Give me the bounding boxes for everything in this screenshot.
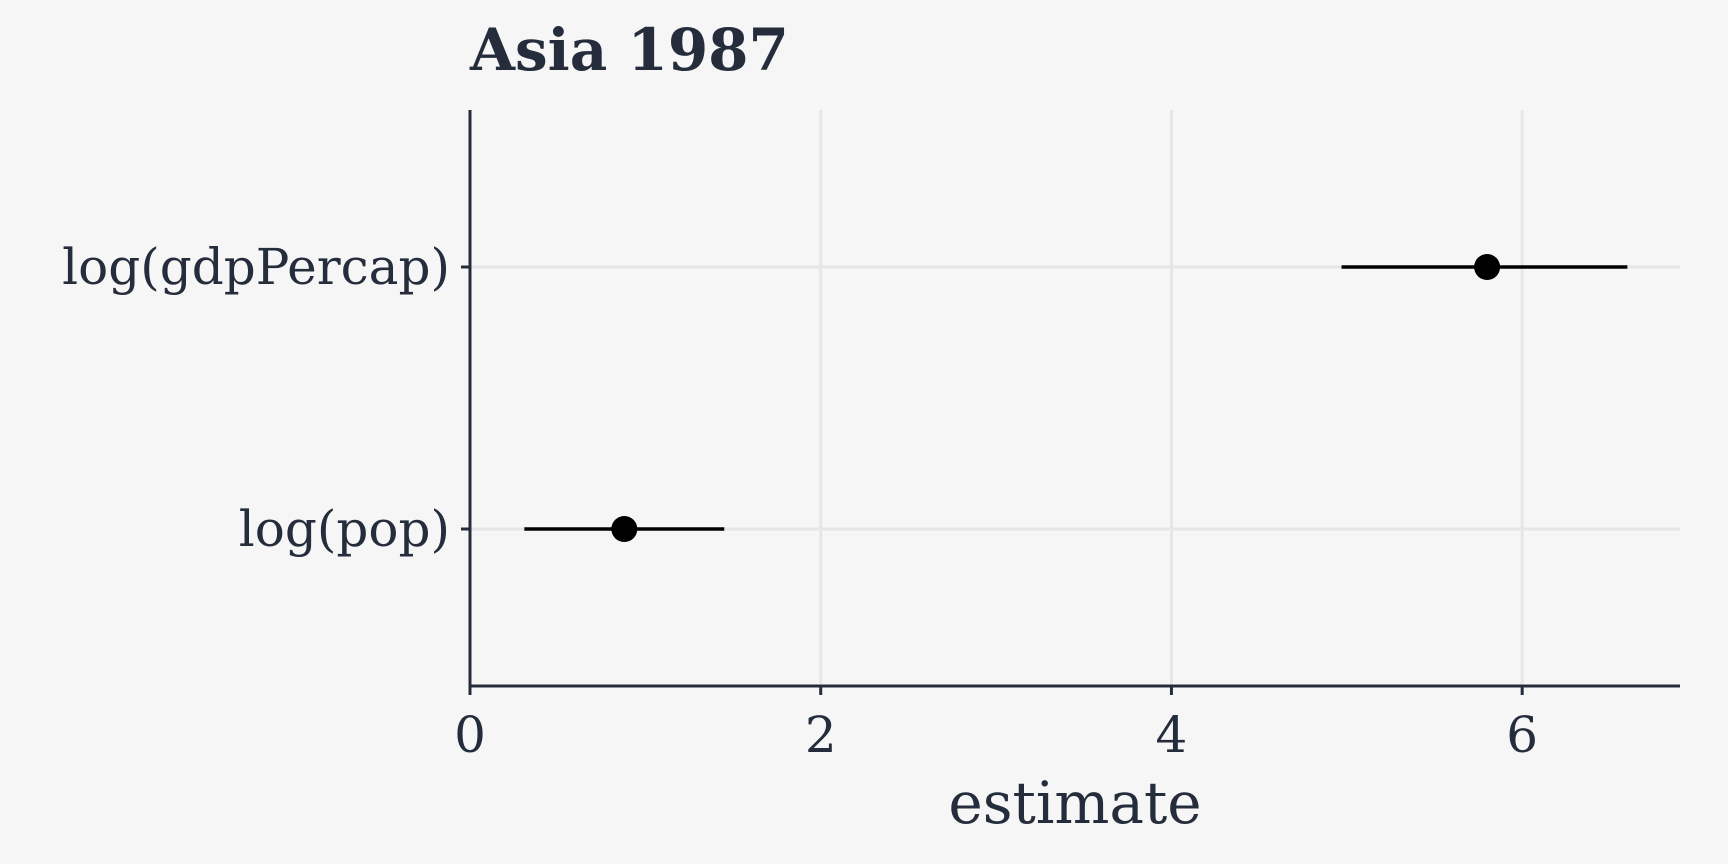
x-tick-label: 0: [454, 706, 486, 764]
x-tick-label: 2: [805, 706, 837, 764]
y-tick-label: log(pop): [239, 500, 450, 558]
data-marks: [524, 254, 1628, 542]
estimate-point: [1474, 254, 1501, 280]
labels: Asia 1987 estimate 0 2 4 6 log(gdpPercap) log…: [62, 16, 1538, 837]
x-axis-title: estimate: [948, 769, 1201, 837]
axes: [461, 110, 1680, 695]
x-tick-label: 4: [1156, 706, 1188, 764]
estimate-point: [611, 516, 638, 542]
x-tick-label: 6: [1506, 706, 1538, 764]
y-tick-label: log(gdpPercap): [62, 238, 450, 296]
chart-title: Asia 1987: [469, 16, 789, 84]
